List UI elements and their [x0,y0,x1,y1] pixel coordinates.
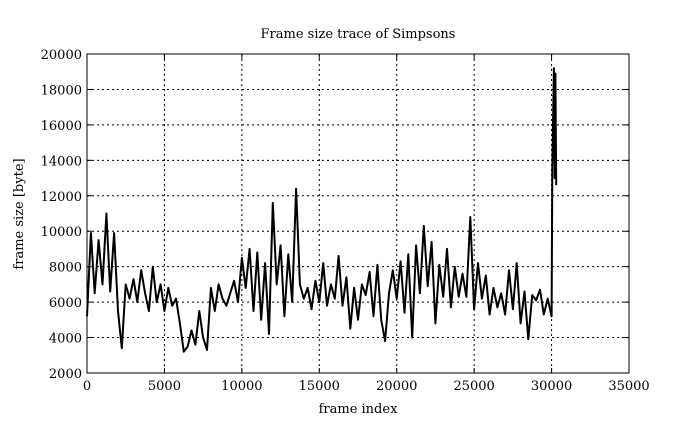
x-axis-label: frame index [319,402,398,417]
ticks: 0 5000 10000 15000 20000 25000 30000 35000 2000 4… [41,48,650,394]
x-tick-label: 15000 [299,379,340,394]
chart-title: Frame size trace of Simpsons [261,27,456,42]
x-tick-label: 25000 [453,379,494,394]
x-tick-label: 5000 [148,379,181,394]
x-tick-label: 0 [83,379,91,394]
y-tick-label: 6000 [49,296,82,311]
y-tick-label: 20000 [41,48,82,63]
y-tick-label: 14000 [41,154,82,169]
y-tick-label: 10000 [41,225,82,240]
y-tick-label: 12000 [41,190,82,205]
y-tick-label: 18000 [41,83,82,98]
y-tick-label: 16000 [41,119,82,134]
y-tick-label: 8000 [49,261,82,276]
x-tick-label: 20000 [376,379,417,394]
grid [87,54,629,373]
x-tick-label: 10000 [221,379,262,394]
y-axis-label: frame size [byte] [12,158,27,269]
y-tick-label: 2000 [49,367,82,382]
x-tick-label: 35000 [608,379,649,394]
series-line [86,67,558,353]
x-tick-label: 30000 [531,379,572,394]
plot-frame [86,53,630,374]
y-tick-label: 4000 [49,332,82,347]
